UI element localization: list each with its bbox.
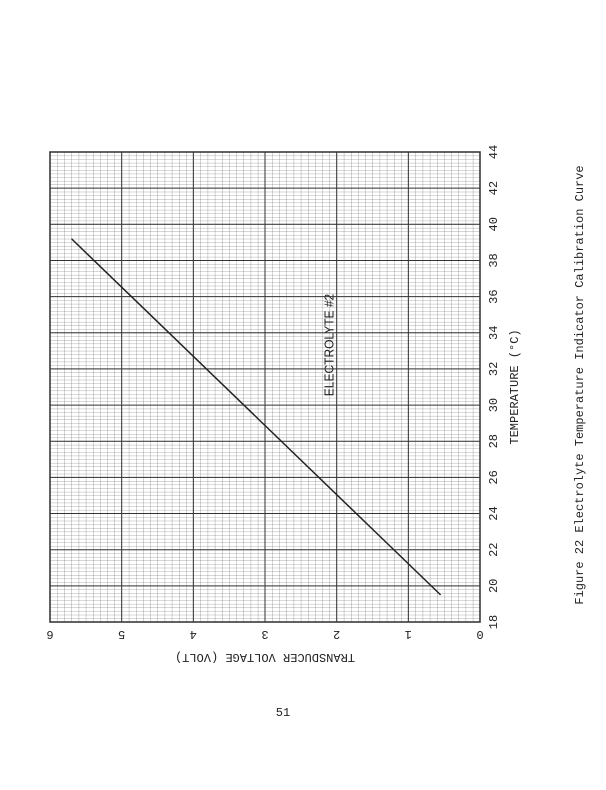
y-tick-label: 2 bbox=[333, 627, 340, 641]
x-tick-label: 36 bbox=[487, 289, 501, 303]
y-tick-label: 4 bbox=[190, 627, 197, 641]
x-tick-label: 40 bbox=[487, 217, 501, 231]
page-number: 51 bbox=[276, 706, 290, 720]
x-tick-label: 28 bbox=[487, 434, 501, 448]
y-tick-label: 3 bbox=[261, 627, 268, 641]
x-tick-label: 32 bbox=[487, 362, 501, 376]
y-axis-label: TRANSDUCER VOLTAGE (VOLT) bbox=[175, 650, 355, 664]
annotation: ELECTROLYTE #2 bbox=[322, 294, 337, 396]
x-tick-label: 44 bbox=[487, 145, 501, 159]
x-tick-label: 24 bbox=[487, 506, 501, 520]
caption: Figure 22 Electrolyte Temperature Indica… bbox=[573, 165, 587, 604]
x-tick-label: 34 bbox=[487, 326, 501, 340]
y-tick-label: 0 bbox=[476, 627, 483, 641]
x-tick-label: 20 bbox=[487, 579, 501, 593]
x-tick-label: 42 bbox=[487, 181, 501, 195]
x-tick-label: 30 bbox=[487, 398, 501, 412]
x-tick-label: 22 bbox=[487, 542, 501, 556]
y-tick-label: 6 bbox=[46, 627, 53, 641]
x-tick-label: 38 bbox=[487, 253, 501, 267]
x-tick-label: 18 bbox=[487, 615, 501, 629]
x-axis-label: TEMPERATURE (°C) bbox=[508, 329, 522, 444]
y-tick-label: 5 bbox=[118, 627, 125, 641]
x-tick-label: 26 bbox=[487, 470, 501, 484]
calibration-line bbox=[70, 238, 442, 596]
y-tick-label: 1 bbox=[405, 627, 412, 641]
